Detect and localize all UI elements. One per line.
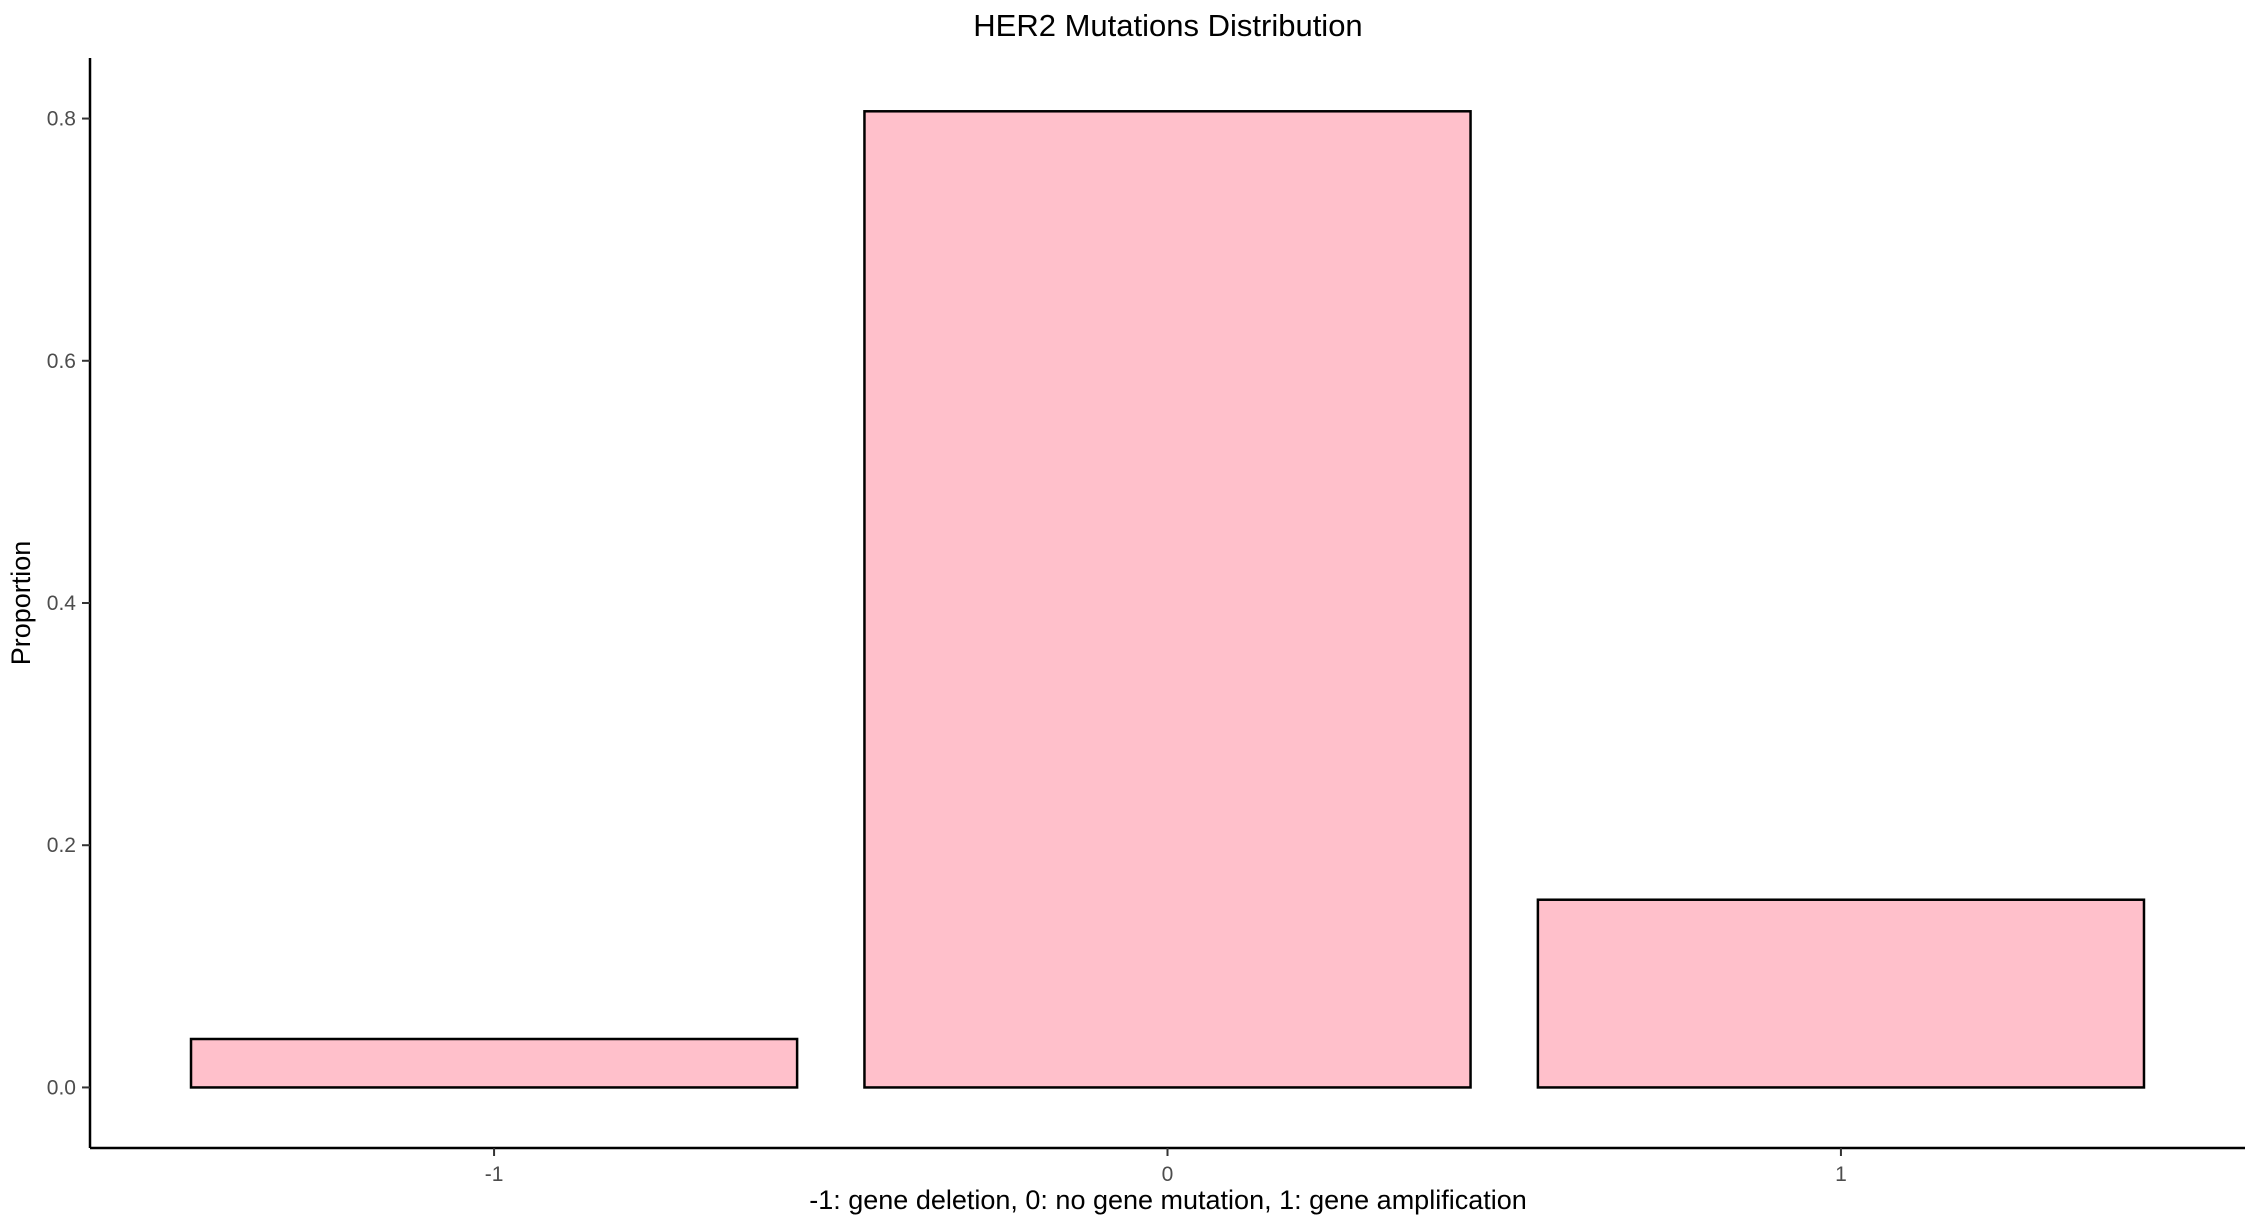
x-tick-label: 0	[1162, 1163, 1174, 1186]
y-tick-label: 0.2	[47, 834, 76, 857]
y-tick-label: 0.6	[47, 350, 76, 373]
x-tick-label: 1	[1835, 1163, 1847, 1186]
y-tick-label: 0.8	[47, 108, 76, 131]
y-axis-title: Proportion	[6, 541, 36, 666]
y-tick-label: 0.4	[47, 592, 77, 615]
chart-title: HER2 Mutations Distribution	[973, 8, 1362, 43]
x-tick-label: -1	[485, 1163, 504, 1186]
bar-0	[863, 110, 1472, 1089]
bar--1	[189, 1037, 799, 1089]
bar-1	[1536, 898, 2146, 1089]
x-axis-title: -1: gene deletion, 0: no gene mutation, …	[809, 1185, 1527, 1215]
y-tick-label: 0.0	[47, 1076, 76, 1099]
plot-area: 0.0 0.2 0.4 0.6 0.8 -1 0 1	[47, 58, 2245, 1186]
